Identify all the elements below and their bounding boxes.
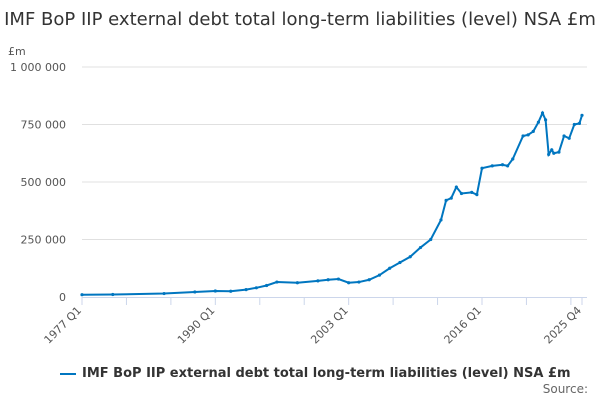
data-point xyxy=(213,289,217,293)
data-point xyxy=(408,255,412,259)
y-tick-label: 750 000 xyxy=(21,119,67,132)
data-point xyxy=(244,288,248,292)
data-point xyxy=(562,134,566,138)
data-point xyxy=(275,280,279,284)
y-axis-label: £m xyxy=(8,45,26,58)
data-point xyxy=(295,281,299,285)
data-point xyxy=(550,148,554,152)
data-point xyxy=(111,292,115,297)
data-point xyxy=(454,185,458,189)
data-point xyxy=(547,152,551,156)
y-tick-label: 1 000 000 xyxy=(10,61,66,74)
x-tick-label: 1990 Q1 xyxy=(175,304,218,347)
source-label: Source: xyxy=(542,382,588,396)
data-point xyxy=(254,286,258,290)
data-point xyxy=(439,218,443,222)
data-point xyxy=(557,150,561,154)
data-point xyxy=(521,134,525,138)
data-point xyxy=(367,278,371,282)
data-point xyxy=(347,281,351,285)
legend-item[interactable]: IMF BoP IIP external debt total long-ter… xyxy=(60,366,571,381)
data-point xyxy=(526,133,530,137)
data-point xyxy=(429,237,433,242)
data-point xyxy=(500,163,505,167)
legend-swatch xyxy=(60,372,76,375)
y-tick-label: 0 xyxy=(59,291,66,304)
data-point xyxy=(377,273,382,277)
data-point xyxy=(444,198,448,202)
data-point xyxy=(536,120,541,124)
data-point xyxy=(531,129,535,133)
x-tick-label: 1977 Q1 xyxy=(42,304,85,347)
x-tick-label: 2003 Q1 xyxy=(308,304,351,347)
data-point xyxy=(480,166,484,170)
data-point xyxy=(540,111,545,115)
series-line xyxy=(81,110,583,296)
data-point xyxy=(449,196,453,200)
x-tick-label: 2016 Q1 xyxy=(442,304,485,347)
data-point xyxy=(265,283,269,288)
data-point xyxy=(80,293,84,297)
data-point xyxy=(506,164,510,168)
y-tick-label: 500 000 xyxy=(21,176,67,189)
data-point xyxy=(552,151,556,155)
data-point xyxy=(229,289,233,293)
y-tick-label: 250 000 xyxy=(21,234,67,247)
data-point xyxy=(418,245,423,250)
data-point xyxy=(388,266,392,270)
data-point xyxy=(162,291,166,296)
data-point xyxy=(580,113,584,117)
data-point xyxy=(193,290,197,294)
data-point xyxy=(567,136,571,140)
data-point xyxy=(326,278,330,282)
legend-label: IMF BoP IIP external debt total long-ter… xyxy=(82,366,571,381)
data-point xyxy=(490,164,494,168)
data-point xyxy=(511,157,515,161)
data-point xyxy=(577,121,582,125)
data-point xyxy=(475,193,479,197)
data-point xyxy=(470,190,474,194)
chart-title: IMF BoP IIP external debt total long-ter… xyxy=(4,9,596,30)
data-point xyxy=(357,280,361,284)
data-point xyxy=(316,279,320,283)
x-tick-label: 2025 Q4 xyxy=(542,304,585,347)
data-point xyxy=(543,118,548,122)
data-point xyxy=(398,260,402,265)
data-point xyxy=(572,122,576,127)
data-point xyxy=(459,191,464,196)
data-point xyxy=(336,277,341,281)
